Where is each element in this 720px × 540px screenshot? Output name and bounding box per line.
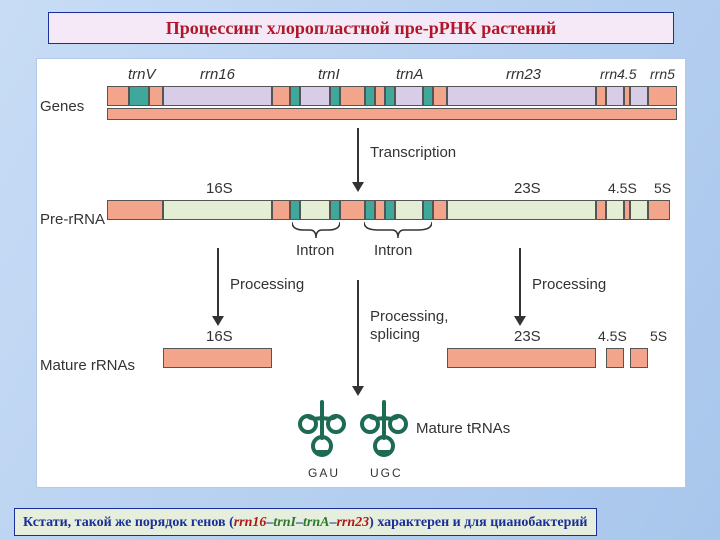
arrow-proc-right-label: Processing <box>532 276 606 293</box>
track-segment <box>272 200 290 220</box>
track-segment <box>395 200 423 220</box>
label-genes: Genes <box>40 98 84 115</box>
arrow-proc-left-line <box>217 248 219 318</box>
arrow-proc-right-head <box>514 316 526 326</box>
track-segment <box>300 200 330 220</box>
arrow-proc-right-line <box>519 248 521 318</box>
prerrna-5s: 5S <box>654 180 671 196</box>
genelabel-rrn45: rrn4.5 <box>600 66 637 82</box>
track-segment <box>596 86 606 106</box>
track-segment <box>272 86 290 106</box>
track-segment <box>423 200 433 220</box>
title-text: Процессинг хлоропластной пре-рРНК растен… <box>166 18 557 38</box>
arrow-proc-mid-label1: Processing, <box>370 308 448 325</box>
genelabel-rrn23: rrn23 <box>506 66 541 83</box>
trna-gau-ac: GAU <box>308 466 340 480</box>
note-trnA: trnA <box>303 515 329 530</box>
intron-label-1: Intron <box>296 242 334 259</box>
note-trnI: trnI <box>273 515 296 530</box>
track-segment <box>365 200 375 220</box>
track-segment <box>375 200 385 220</box>
track-segment <box>129 86 149 106</box>
track-segment <box>648 200 670 220</box>
trna-gau <box>296 398 348 466</box>
label-prerrna: Pre-rRNA <box>40 211 105 228</box>
mature-45s: 4.5S <box>598 328 627 344</box>
track-segment <box>290 200 300 220</box>
arrow-proc-mid-head <box>352 386 364 396</box>
arrow-proc-mid-label2: splicing <box>370 326 420 343</box>
track-segment <box>395 86 423 106</box>
track-segment <box>330 200 340 220</box>
track-segment <box>107 200 163 220</box>
genelabel-trnV: trnV <box>128 66 156 83</box>
note-sep2: – <box>296 515 303 530</box>
note-rrn16: rrn16 <box>234 515 267 530</box>
intron-label-2: Intron <box>374 242 412 259</box>
track-segment <box>596 200 606 220</box>
track-segment <box>290 86 300 106</box>
genes-flank <box>107 108 677 120</box>
track-segment <box>149 86 163 106</box>
track-segment <box>447 86 596 106</box>
track-segment <box>340 86 365 106</box>
track-segment <box>433 86 447 106</box>
track-segment <box>630 348 648 368</box>
note-suffix: ) характерен и для цианобактерий <box>369 515 587 530</box>
track-segment <box>365 86 375 106</box>
title-box: Процессинг хлоропластной пре-рРНК растен… <box>48 12 674 44</box>
intron-brace-1 <box>292 222 340 240</box>
track-segment <box>163 86 272 106</box>
track-segment <box>423 86 433 106</box>
arrow-proc-mid-line <box>357 280 359 388</box>
trna-ugc-ac: UGC <box>370 466 403 480</box>
track-segment <box>433 200 447 220</box>
track-segment <box>630 200 648 220</box>
intron-brace-2 <box>364 222 432 240</box>
genelabel-trnA: trnA <box>396 66 424 83</box>
mature-5s: 5S <box>650 328 667 344</box>
arrow-proc-left-head <box>212 316 224 326</box>
mature-16s: 16S <box>206 328 233 345</box>
prerrna-45s: 4.5S <box>608 180 637 196</box>
track-segment <box>385 200 395 220</box>
track-segment <box>375 86 385 106</box>
genelabel-rrn16: rrn16 <box>200 66 235 83</box>
track-segment <box>630 86 648 106</box>
genelabel-trnI: trnI <box>318 66 340 83</box>
track-segment <box>648 86 677 106</box>
track-segment <box>606 86 624 106</box>
mature-23s: 23S <box>514 328 541 345</box>
note-rrn23: rrn23 <box>336 515 369 530</box>
arrow-transcription-line <box>357 128 359 184</box>
prerrna-23s: 23S <box>514 180 541 197</box>
arrow-transcription-label: Transcription <box>370 144 456 161</box>
arrow-proc-left-label: Processing <box>230 276 304 293</box>
arrow-transcription-head <box>352 182 364 192</box>
track-segment <box>606 200 624 220</box>
track-segment <box>606 348 624 368</box>
track-segment <box>163 348 272 368</box>
mature-trnas-label: Mature tRNAs <box>416 420 510 437</box>
track-segment <box>163 200 272 220</box>
track-segment <box>447 200 596 220</box>
track-segment <box>447 348 596 368</box>
track-segment <box>340 200 365 220</box>
track-segment <box>385 86 395 106</box>
track-segment <box>330 86 340 106</box>
genelabel-rrn5: rrn5 <box>650 66 675 82</box>
track-segment <box>300 86 330 106</box>
note-prefix: Кстати, такой же порядок генов ( <box>23 515 234 530</box>
note-box: Кстати, такой же порядок генов (rrn16 –tr… <box>14 508 597 536</box>
prerrna-16s: 16S <box>206 180 233 197</box>
label-mature: Mature rRNAs <box>40 357 135 374</box>
trna-ugc <box>358 398 410 466</box>
track-segment <box>107 86 129 106</box>
